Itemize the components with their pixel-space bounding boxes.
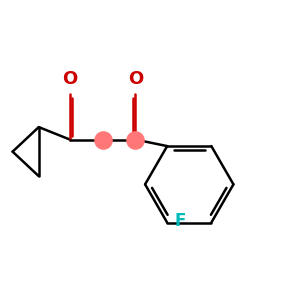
Text: F: F (174, 212, 186, 230)
Point (133, 137, 138, 142)
Text: O: O (62, 70, 77, 88)
Text: O: O (128, 70, 143, 88)
Point (100, 137, 105, 142)
